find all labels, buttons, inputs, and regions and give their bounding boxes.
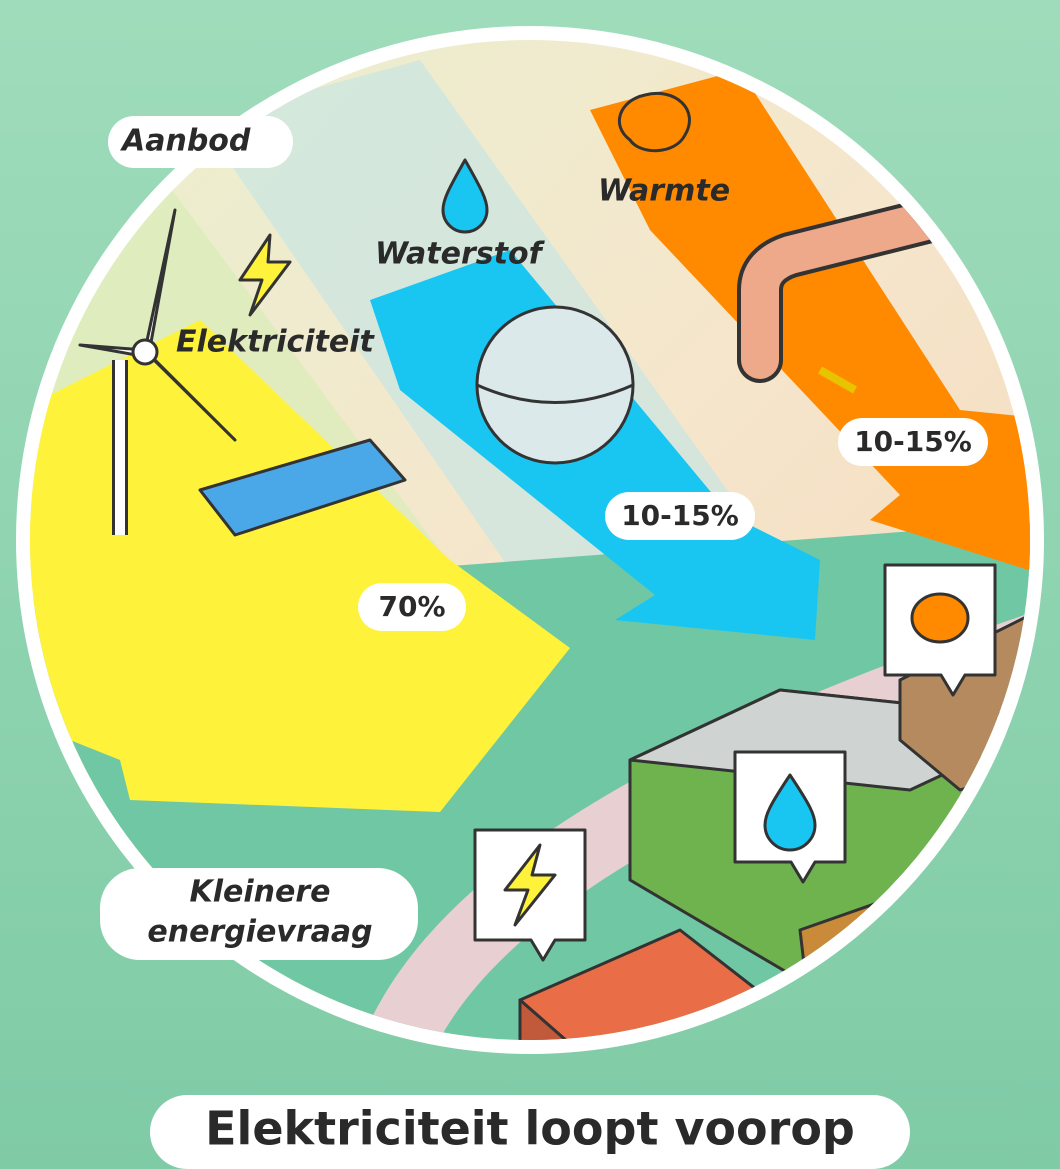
supply-label: Aanbod: [120, 124, 251, 159]
carrier-name: Warmte: [598, 174, 730, 209]
demand-label: energievraag: [147, 915, 372, 950]
carrier-share: 10-15%: [621, 499, 739, 532]
illustration: Aanbod Warmte Waterstof Elektriciteit 10…: [0, 0, 1060, 1169]
hydrogen-tank: [477, 307, 633, 463]
turbine-hub: [133, 340, 157, 364]
heat-icon: [912, 594, 968, 642]
page: Aanbod Warmte Waterstof Elektriciteit 10…: [0, 0, 1060, 1169]
carrier-name: Elektriciteit: [176, 325, 376, 360]
carrier-name: Waterstof: [375, 237, 546, 272]
heat-symbol: [619, 93, 689, 150]
demand-label: Kleinere: [189, 875, 330, 910]
carrier-share: 70%: [378, 590, 445, 623]
title: Elektriciteit loopt voorop: [205, 1102, 855, 1156]
carrier-share: 10-15%: [854, 425, 972, 458]
